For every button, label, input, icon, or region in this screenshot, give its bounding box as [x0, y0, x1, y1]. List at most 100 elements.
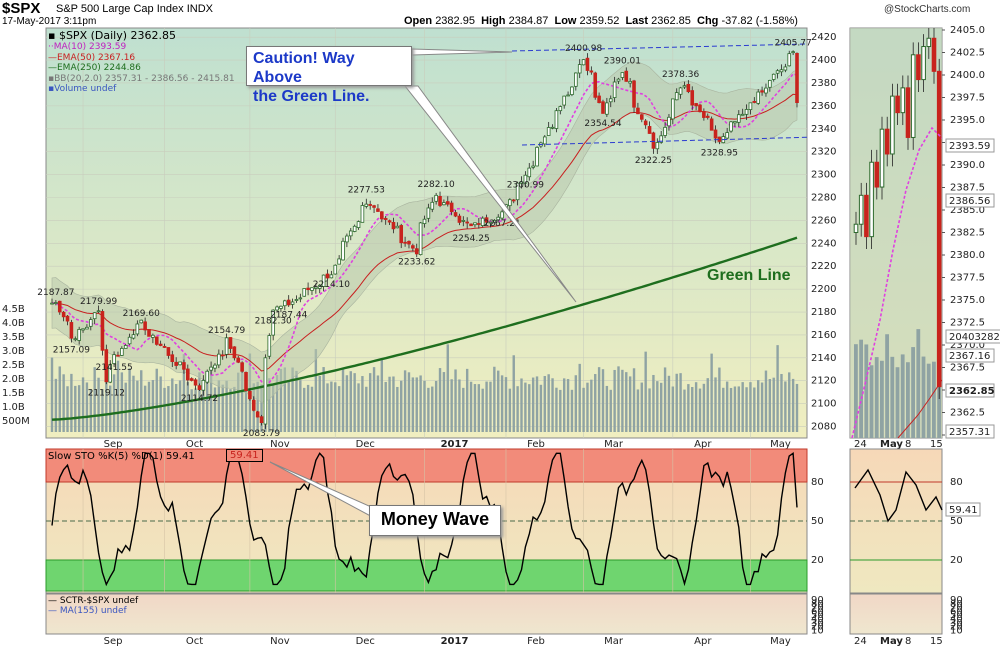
month-label: Apr	[694, 439, 712, 450]
stoch-inset-line	[854, 468, 943, 523]
candle-body	[601, 101, 605, 114]
volume-bar	[62, 374, 65, 432]
legend-ema50-text: EMA(50) 2367.16	[57, 52, 136, 63]
volume-bar	[621, 369, 624, 432]
candle-body	[333, 264, 338, 275]
inset-y-label: 2380.0	[950, 250, 985, 261]
volume-bar	[733, 386, 737, 432]
volume-bar	[469, 381, 473, 432]
legend-ema250-text: EMA(250) 2244.86	[57, 63, 141, 73]
bollinger-band	[51, 61, 798, 403]
volume-bar	[438, 368, 442, 432]
inset-volume-bar	[921, 356, 926, 438]
candle-body	[779, 69, 784, 73]
month-axis-bottom: Sep Oct Nov Dec 2017 Feb Mar Apr May	[104, 636, 791, 647]
volume-bar	[140, 370, 143, 432]
volume-bar	[365, 386, 368, 432]
volume-bar	[256, 381, 259, 432]
volume-bar	[291, 367, 294, 432]
volume-bar	[617, 366, 620, 432]
candle-body	[189, 378, 194, 381]
volume-bar	[586, 382, 589, 432]
candle-body	[279, 305, 283, 309]
volume-bar	[601, 369, 605, 432]
volume-tick-label: 4.5B	[2, 304, 25, 315]
month-label: Mar	[604, 636, 624, 647]
volume-bar	[687, 384, 690, 432]
inset-price-marker-box	[945, 348, 995, 363]
volume-bar	[260, 384, 263, 432]
candle-body	[574, 72, 578, 87]
volume-bar	[741, 382, 744, 432]
price-point-label: 2214.10	[313, 280, 350, 290]
inset-price-marker: 2386.56	[949, 196, 990, 207]
caution-line1: Caution! Way Above	[253, 50, 355, 86]
volume-bar	[50, 357, 54, 432]
candle-body	[166, 347, 171, 356]
volume-bar	[109, 385, 112, 432]
volume-bar	[582, 387, 585, 432]
volume-bar	[151, 380, 155, 432]
candle-body	[729, 121, 733, 132]
candle-body	[143, 321, 147, 331]
volume-bar	[155, 368, 158, 432]
candle-body	[286, 299, 291, 306]
sctr-inset-y-label: 30	[950, 618, 963, 629]
price-point-label: 2267.21	[483, 219, 520, 229]
inset-volume-bar	[890, 356, 895, 438]
volume-bar	[419, 375, 422, 432]
volume-bar	[609, 389, 612, 432]
candle-body	[438, 196, 442, 206]
caution-pointer-2	[411, 48, 513, 56]
inset-x-axis-bottom: 24 May 8 15	[854, 636, 943, 647]
inset-x-label: May	[880, 439, 903, 450]
volume-bar	[454, 369, 457, 432]
volume-bar	[659, 382, 663, 432]
y-tick-label: 2420	[811, 32, 836, 43]
candle-body	[411, 245, 415, 249]
volume-bar	[652, 374, 655, 432]
month-label: Oct	[186, 439, 203, 450]
inset-price-marker-box	[945, 329, 1000, 344]
candle-body	[434, 194, 438, 202]
candle-body	[550, 126, 555, 129]
candle-body	[380, 211, 384, 220]
symbol-description: S&P 500 Large Cap Index INDX	[56, 3, 213, 15]
inset-y-label: 2362.5	[950, 408, 985, 419]
candle-body	[787, 53, 792, 67]
y-tick-label: 2080	[811, 422, 836, 433]
candle-body	[131, 334, 136, 339]
candle-body	[271, 309, 275, 336]
volume-bar	[384, 381, 387, 432]
volume-bar	[679, 373, 682, 432]
candle-body	[461, 220, 466, 222]
inset-x-axis: 24 May 8 15	[854, 439, 943, 450]
volume-bar	[136, 380, 139, 432]
volume-bar	[229, 389, 232, 432]
volume-bar	[54, 378, 58, 432]
volume-bar	[590, 379, 593, 432]
candle-body	[783, 66, 788, 71]
candle-body	[352, 225, 357, 232]
candle-body	[65, 315, 70, 322]
candle-body	[690, 90, 695, 106]
candle-body	[713, 129, 718, 139]
y-tick-label: 2140	[811, 353, 836, 364]
volume-bar	[89, 389, 93, 432]
volume-bar	[314, 349, 318, 432]
inset-y-label: 2405.0	[950, 25, 985, 36]
volume-bar	[299, 380, 302, 432]
volume-bar	[334, 382, 337, 432]
price-point-label: 2322.25	[635, 156, 672, 166]
volume-tick-label: 2.5B	[2, 360, 25, 371]
sctr-inset-y-label: 40	[950, 614, 963, 625]
candle-body	[197, 385, 202, 390]
candle-body	[620, 72, 625, 78]
candle-body	[193, 379, 198, 386]
month-label: 2017	[441, 636, 469, 647]
volume-bar	[547, 374, 550, 432]
candle-body	[201, 380, 206, 391]
sctr-inset-y-label: 90	[950, 595, 963, 606]
volume-bar	[524, 382, 527, 432]
candle-body	[562, 95, 566, 106]
